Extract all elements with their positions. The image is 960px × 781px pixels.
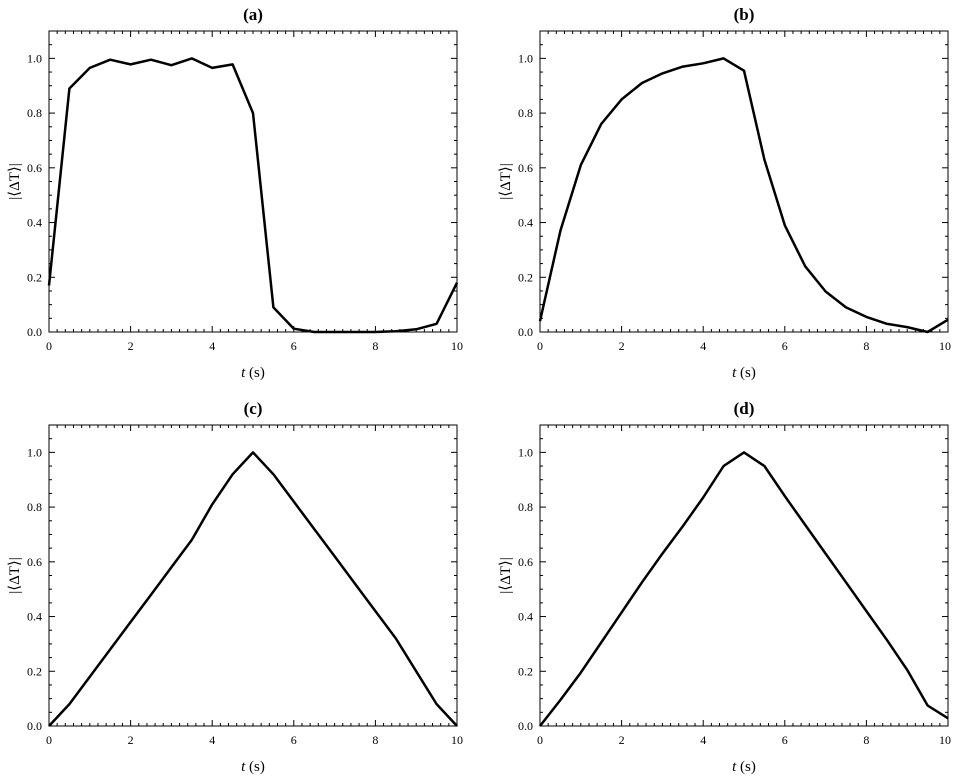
y-tick-label: 0.8	[27, 106, 42, 120]
y-tick-label: 0.4	[518, 216, 533, 230]
series-line	[48, 451, 458, 727]
y-tick-label: 0.6	[27, 555, 42, 569]
panel-a: (a) 0 2 4 6 8 10 0.0 0.2 0.4 0.6 0.8 1.0…	[7, 5, 463, 381]
y-tick-label: 0.4	[518, 610, 533, 624]
x-tick-label: 4	[700, 733, 706, 747]
y-tick-labels: 0.0 0.2 0.4 0.6 0.8 1.0	[27, 445, 42, 733]
ticks	[539, 424, 949, 727]
y-tick-label: 0.6	[27, 161, 42, 175]
panel-title: (a)	[243, 5, 263, 24]
x-tick-label: 2	[128, 339, 134, 353]
y-tick-label: 1.0	[518, 445, 533, 459]
y-tick-labels: 0.0 0.2 0.4 0.6 0.8 1.0	[518, 51, 533, 339]
y-tick-label: 1.0	[27, 51, 42, 65]
y-tick-label: 0.2	[27, 270, 42, 284]
y-tick-label: 0.8	[518, 106, 533, 120]
y-tick-label: 0.6	[518, 555, 533, 569]
x-tick-label: 2	[619, 733, 625, 747]
x-tick-label: 8	[372, 733, 378, 747]
panel-title: (d)	[734, 399, 755, 418]
x-tick-label: 4	[209, 733, 215, 747]
x-axis-variable: t	[241, 365, 246, 381]
y-tick-label: 0.2	[518, 664, 533, 678]
y-tick-label: 0.8	[27, 500, 42, 514]
x-tick-label: 2	[619, 339, 625, 353]
x-tick-label: 0	[46, 339, 52, 353]
x-axis-variable: t	[241, 759, 246, 775]
y-axis-label: |⟨ΔT⟩|	[498, 557, 514, 594]
panel-title: (b)	[734, 5, 755, 24]
y-tick-label: 0.2	[27, 664, 42, 678]
x-axis-label: t (s)	[241, 759, 265, 775]
series-line	[539, 451, 949, 727]
x-axis-unit: (s)	[736, 365, 756, 381]
x-axis-label: t (s)	[732, 365, 756, 381]
x-tick-label: 6	[291, 733, 297, 747]
x-tick-label: 4	[700, 339, 706, 353]
panel-b: (b) 0 2 4 6 8 10 0.0 0.2 0.4 0.6 0.8 1.0…	[498, 5, 951, 381]
y-tick-label: 0.0	[27, 719, 42, 733]
x-tick-label: 6	[782, 339, 788, 353]
x-tick-label: 10	[451, 733, 463, 747]
series-line	[538, 57, 949, 334]
series-line	[47, 57, 459, 334]
x-tick-label: 0	[537, 733, 543, 747]
x-tick-label: 8	[372, 339, 378, 353]
x-tick-label: 10	[939, 733, 951, 747]
x-tick-labels: 0 2 4 6 8 10	[46, 733, 463, 747]
ticks	[48, 424, 458, 727]
x-axis-label: t (s)	[732, 759, 756, 775]
y-axis-label: |⟨ΔT⟩|	[7, 163, 23, 200]
x-tick-labels: 0 2 4 6 8 10	[46, 339, 463, 353]
y-axis-label: |⟨ΔT⟩|	[498, 163, 514, 200]
y-axis-label: |⟨ΔT⟩|	[7, 557, 23, 594]
y-tick-label: 0.0	[518, 325, 533, 339]
x-tick-label: 10	[451, 339, 463, 353]
y-tick-label: 0.6	[518, 161, 533, 175]
x-tick-labels: 0 2 4 6 8 10	[537, 339, 951, 353]
x-tick-label: 10	[939, 339, 951, 353]
ticks	[539, 30, 949, 333]
panel-d: (d) 0 2 4 6 8 10 0.0 0.2 0.4 0.6 0.8 1.0…	[498, 399, 951, 775]
y-tick-label: 0.4	[27, 216, 42, 230]
x-tick-label: 6	[782, 733, 788, 747]
x-tick-labels: 0 2 4 6 8 10	[537, 733, 951, 747]
y-tick-label: 0.0	[27, 325, 42, 339]
x-tick-label: 2	[128, 733, 134, 747]
x-tick-label: 6	[291, 339, 297, 353]
x-axis-variable: t	[732, 365, 737, 381]
panel-c: (c) 0 2 4 6 8 10 0.0 0.2 0.4 0.6 0.8 1.0…	[7, 399, 463, 775]
y-tick-label: 0.4	[27, 610, 42, 624]
x-tick-label: 0	[537, 339, 543, 353]
x-axis-variable: t	[732, 759, 737, 775]
ticks	[48, 30, 458, 333]
panel-title: (c)	[244, 399, 263, 418]
x-tick-label: 8	[863, 339, 869, 353]
x-axis-unit: (s)	[736, 759, 756, 775]
y-tick-label: 1.0	[27, 445, 42, 459]
x-tick-label: 8	[863, 733, 869, 747]
x-axis-unit: (s)	[245, 759, 265, 775]
y-tick-label: 0.0	[518, 719, 533, 733]
x-tick-label: 0	[46, 733, 52, 747]
y-tick-label: 0.2	[518, 270, 533, 284]
x-axis-unit: (s)	[245, 365, 265, 381]
y-tick-label: 0.8	[518, 500, 533, 514]
y-tick-labels: 0.0 0.2 0.4 0.6 0.8 1.0	[27, 51, 42, 339]
x-tick-label: 4	[209, 339, 215, 353]
x-axis-label: t (s)	[241, 365, 265, 381]
y-tick-labels: 0.0 0.2 0.4 0.6 0.8 1.0	[518, 445, 533, 733]
y-tick-label: 1.0	[518, 51, 533, 65]
